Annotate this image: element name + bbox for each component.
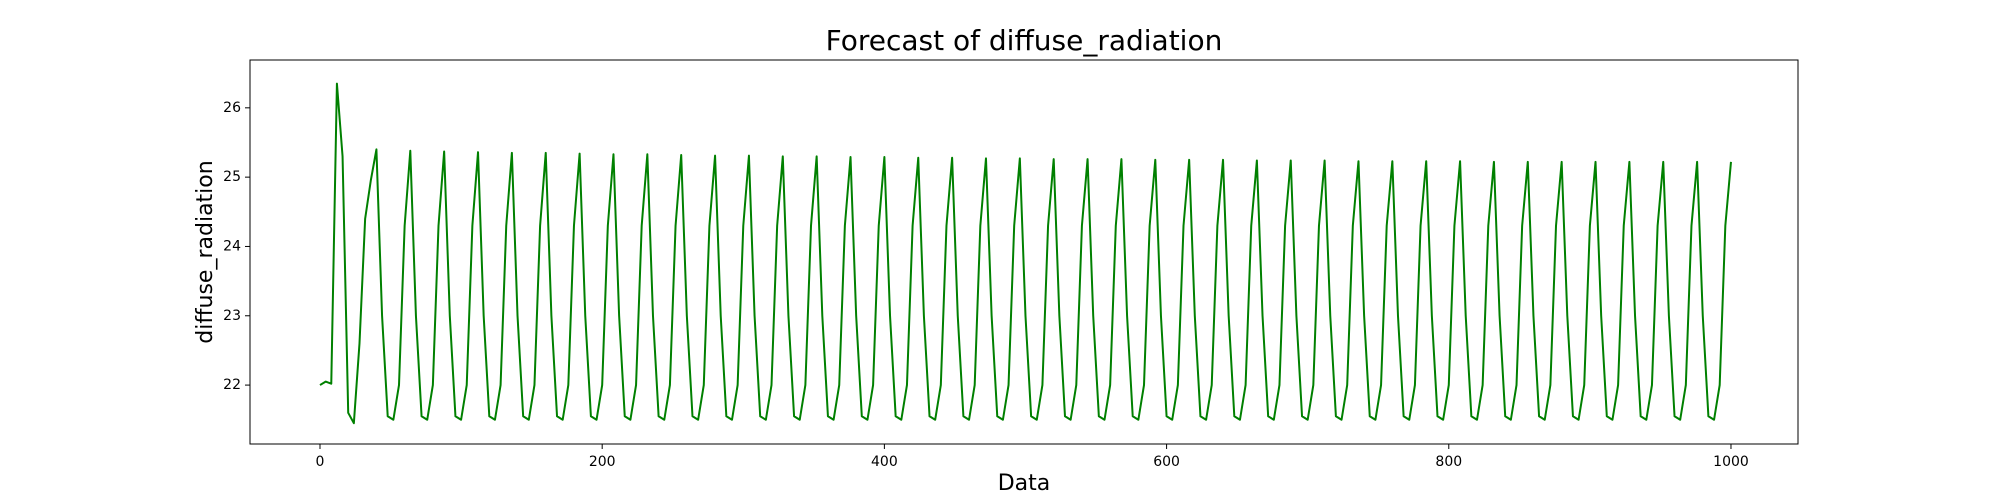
data-line [319, 82, 1732, 425]
x-axis-label: Data [998, 471, 1051, 496]
x-tick-label: 800 [1435, 454, 1462, 470]
y-tick-label: 25 [223, 169, 241, 185]
x-tick-label: 1000 [1713, 454, 1749, 470]
x-tick-label: 0 [316, 454, 325, 470]
y-tick-label: 22 [223, 377, 241, 393]
chart-title: Forecast of diffuse_radiation [826, 24, 1223, 57]
y-axis-label: diffuse_radiation [193, 160, 218, 343]
y-tick-label: 24 [223, 238, 241, 254]
x-tick-label: 400 [871, 454, 898, 470]
x-tick-label: 600 [1153, 454, 1180, 470]
y-tick-label: 23 [223, 308, 241, 324]
x-tick-label: 200 [589, 454, 616, 470]
y-tick-label: 26 [223, 100, 241, 116]
plot-frame [249, 59, 1799, 445]
